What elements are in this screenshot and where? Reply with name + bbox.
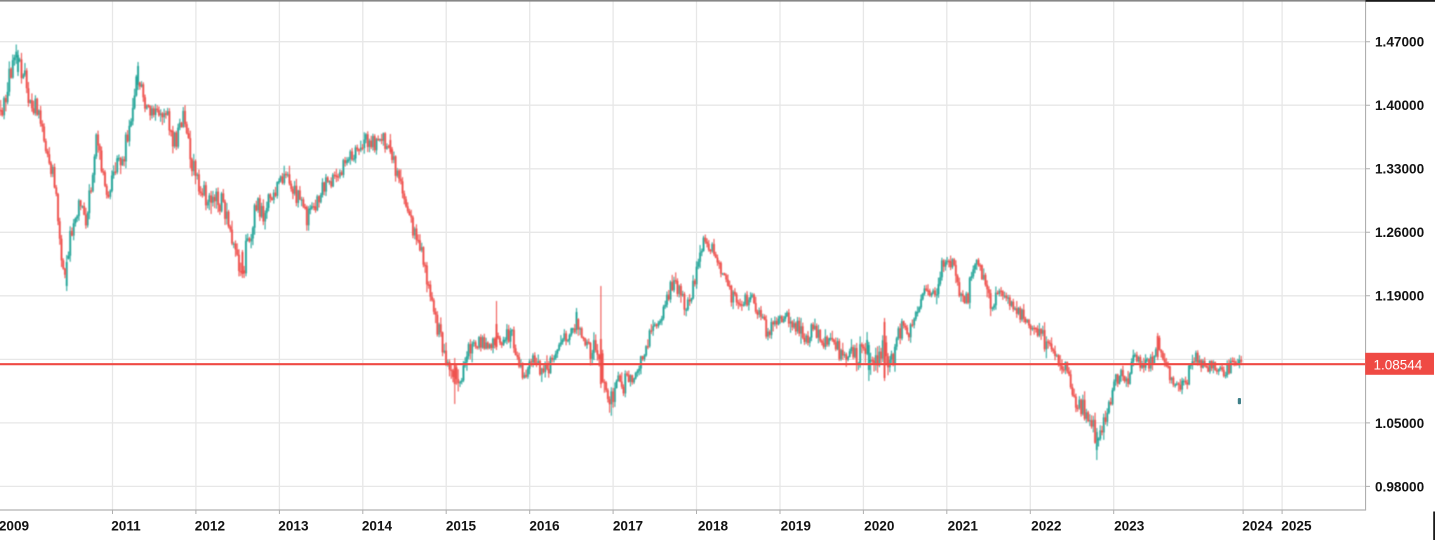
svg-text:2021: 2021 [948,519,979,534]
svg-text:2023: 2023 [1114,519,1145,534]
svg-text:2024: 2024 [1242,519,1273,534]
svg-text:1.05000: 1.05000 [1375,416,1424,431]
svg-text:2015: 2015 [446,519,477,534]
svg-text:2016: 2016 [529,519,560,534]
svg-text:1.19000: 1.19000 [1375,289,1424,304]
svg-text:2011: 2011 [111,519,141,534]
svg-text:2014: 2014 [362,519,393,534]
svg-text:2022: 2022 [1031,519,1062,534]
svg-text:0.98000: 0.98000 [1375,479,1424,494]
svg-text:2013: 2013 [278,519,309,534]
svg-text:1.40000: 1.40000 [1375,98,1424,113]
svg-text:1.08544: 1.08544 [1374,357,1423,372]
svg-text:2009: 2009 [0,519,30,534]
svg-text:2020: 2020 [864,519,894,534]
svg-text:1.33000: 1.33000 [1375,162,1424,177]
svg-text:1.47000: 1.47000 [1375,35,1424,50]
svg-text:2012: 2012 [195,519,226,534]
svg-text:2017: 2017 [613,519,643,534]
svg-text:2019: 2019 [781,519,812,534]
svg-text:2018: 2018 [698,519,729,534]
svg-text:1.26000: 1.26000 [1375,225,1424,240]
svg-text:2025: 2025 [1281,519,1312,534]
